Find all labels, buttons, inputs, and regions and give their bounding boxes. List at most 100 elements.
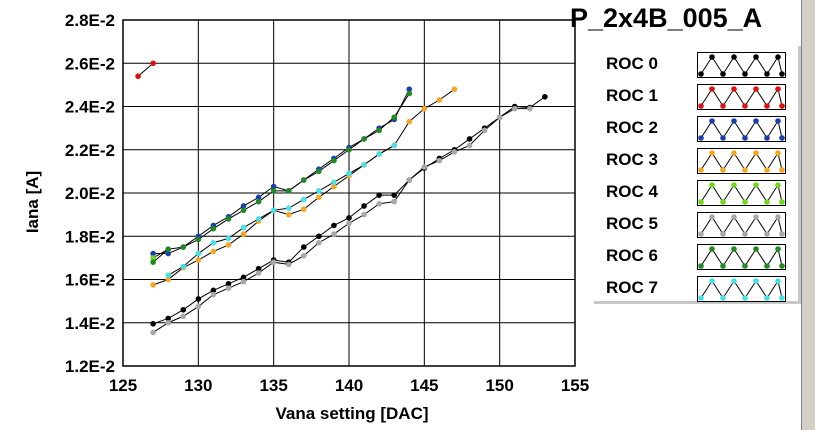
chart-title: P_2x4B_005_A	[570, 3, 763, 33]
legend-swatch	[697, 276, 786, 302]
data-point	[331, 222, 337, 229]
data-point	[391, 198, 398, 205]
x-tick-label: 155	[561, 376, 589, 395]
legend-swatch-marker	[753, 150, 759, 156]
legend-swatch-marker	[742, 295, 748, 301]
legend-swatch-marker	[775, 278, 781, 284]
legend-swatch-marker	[698, 199, 704, 205]
legend-swatch-marker	[742, 71, 748, 77]
series-line	[167, 144, 395, 276]
series-roc-2	[150, 86, 413, 257]
data-point	[331, 157, 337, 164]
legend-swatch-marker	[731, 278, 737, 284]
data-point	[301, 206, 307, 213]
legend-swatch-graphic	[698, 246, 785, 269]
data-point	[301, 252, 307, 259]
data-point	[255, 198, 262, 205]
legend-swatch-marker	[779, 295, 785, 301]
legend-swatch-marker	[779, 135, 785, 141]
data-point	[391, 142, 398, 149]
data-point	[225, 216, 232, 222]
legend-swatch-graphic	[698, 182, 785, 205]
data-point	[301, 177, 307, 183]
legend-swatch-marker	[731, 118, 737, 124]
data-point	[285, 188, 292, 194]
data-point	[240, 274, 247, 281]
legend-swatch-marker	[709, 278, 715, 284]
legend-swatch-marker	[764, 295, 770, 301]
data-point	[270, 207, 277, 214]
data-point	[165, 272, 171, 278]
y-tick-label: 1.4E-2	[65, 314, 115, 333]
legend-swatch-marker	[731, 214, 737, 220]
data-point	[150, 321, 156, 327]
data-point	[150, 250, 156, 257]
legend-swatch-marker	[709, 54, 715, 60]
legend-swatch-marker	[775, 86, 781, 92]
legend-swatch-marker	[753, 214, 759, 220]
data-point	[421, 164, 428, 170]
legend-item: ROC 3	[594, 146, 794, 174]
data-point	[346, 220, 352, 227]
series-line	[152, 93, 410, 263]
legend-item: ROC 6	[594, 242, 794, 270]
legend-swatch-marker	[731, 54, 737, 60]
legend-swatch-marker	[775, 182, 781, 188]
legend-swatch-marker	[731, 86, 737, 92]
legend-swatch-marker	[720, 135, 726, 141]
legend-swatch-marker	[731, 150, 737, 156]
data-point	[511, 105, 518, 112]
data-point	[346, 170, 352, 177]
data-point	[527, 105, 533, 112]
legend-swatch-marker	[709, 214, 715, 220]
data-point	[225, 281, 232, 287]
data-point	[406, 118, 413, 125]
legend-swatch-graphic	[698, 54, 785, 77]
data-point	[466, 142, 473, 149]
x-tick-label: 150	[485, 376, 513, 395]
data-point	[436, 157, 443, 164]
legend-swatch-marker	[764, 71, 770, 77]
legend-swatch-marker	[764, 199, 770, 205]
series-line	[153, 88, 410, 255]
data-point	[195, 250, 202, 257]
data-point	[135, 73, 141, 80]
plot-frame	[122, 19, 576, 367]
series-roc-1	[135, 60, 156, 80]
legend-swatch-marker	[753, 278, 759, 284]
data-point	[436, 97, 443, 103]
legend-item: ROC 2	[594, 114, 794, 142]
legend-swatch-marker	[720, 103, 726, 109]
data-point	[240, 224, 247, 231]
legend-swatch-marker	[779, 103, 785, 109]
legend-swatch-marker	[742, 167, 748, 173]
series-roc-5	[150, 105, 533, 336]
legend-swatch-marker	[698, 103, 704, 109]
legend-swatch	[697, 180, 786, 206]
data-point	[165, 315, 171, 322]
legend-swatch-marker	[709, 86, 715, 92]
legend-swatch-marker	[698, 263, 704, 269]
data-point	[406, 90, 413, 97]
data-point	[180, 313, 187, 320]
data-point	[180, 244, 187, 250]
y-tick-label: 2.4E-2	[65, 98, 115, 117]
data-point	[240, 278, 247, 285]
legend-swatch	[697, 116, 786, 142]
data-point	[225, 235, 232, 242]
series-line	[137, 62, 154, 77]
legend-label: ROC 6	[606, 246, 658, 265]
legend-swatch-graphic	[698, 278, 785, 301]
data-point	[285, 205, 292, 211]
data-point	[376, 201, 382, 207]
legend-swatch-marker	[775, 246, 781, 252]
data-point	[542, 93, 548, 100]
legend-label: ROC 2	[606, 118, 658, 137]
y-tick-label: 2.2E-2	[65, 141, 115, 160]
legend-swatch-marker	[775, 214, 781, 220]
data-point	[165, 246, 171, 253]
data-point	[285, 211, 292, 218]
legend-swatch-marker	[779, 167, 785, 173]
legend-swatch-marker	[753, 182, 759, 188]
data-point	[285, 261, 292, 268]
